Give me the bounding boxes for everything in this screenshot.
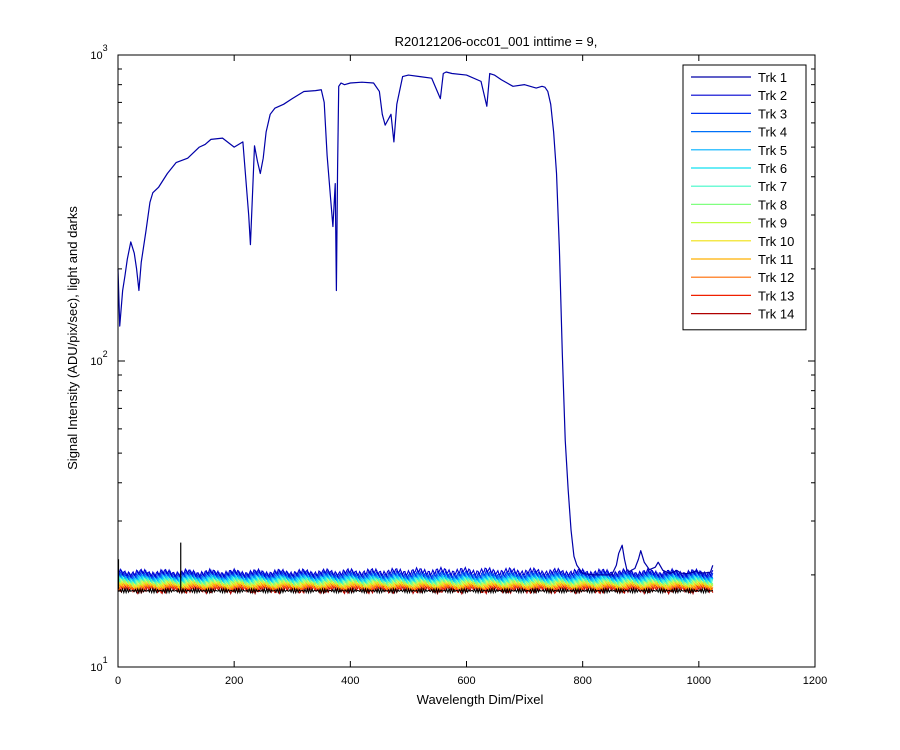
legend-label: Trk 5 (758, 143, 787, 158)
series-line-trk-11 (117, 579, 714, 591)
chart-title: R20121206-occ01_001 inttime = 9, (395, 34, 598, 49)
x-tick-label: 1000 (687, 675, 711, 687)
legend-label: Trk 4 (758, 125, 787, 140)
x-tick-label: 600 (457, 675, 475, 687)
y-tick-label: 103 (90, 43, 107, 62)
series-line-trk-1 (117, 71, 714, 576)
legend-label: Trk 6 (758, 161, 787, 176)
legend-label: Trk 14 (758, 307, 794, 322)
x-tick-label: 400 (341, 675, 359, 687)
y-tick-exponent: 2 (103, 349, 108, 359)
x-tick-label: 200 (225, 675, 243, 687)
y-tick-base: 10 (90, 50, 102, 62)
legend-label: Trk 1 (758, 70, 787, 85)
legend-label: Trk 13 (758, 288, 794, 303)
x-axis-label: Wavelength Dim/Pixel (417, 692, 544, 707)
x-tick-label: 1200 (803, 675, 827, 687)
y-tick-exponent: 3 (103, 43, 108, 53)
legend-label: Trk 11 (758, 252, 793, 267)
series-line-trk-3 (117, 568, 714, 580)
legend-label: Trk 3 (758, 106, 787, 121)
x-tick-label: 0 (115, 675, 121, 687)
series-line-trk-7 (117, 574, 714, 586)
legend-label: Trk 9 (758, 216, 787, 231)
y-axis-label: Signal Intensity (ADU/pix/sec), light an… (65, 206, 80, 470)
legend-label: Trk 7 (758, 179, 787, 194)
legend-label: Trk 2 (758, 88, 787, 103)
y-tick-label: 101 (90, 655, 107, 674)
x-tick-label: 800 (573, 675, 591, 687)
y-tick-label: 102 (90, 349, 107, 368)
legend-box (682, 64, 807, 331)
legend-label: Trk 10 (758, 234, 794, 249)
darks-floor-line (117, 587, 714, 595)
y-tick-base: 10 (90, 356, 102, 368)
legend-label: Trk 12 (758, 270, 794, 285)
y-tick-base: 10 (90, 662, 102, 674)
legend: Trk 1 Trk 2 Trk 3 Trk 4 Trk 5 Trk 6 Trk 7 Trk 8… (682, 64, 807, 331)
y-tick-exponent: 1 (103, 655, 108, 665)
plot-frame (117, 54, 816, 668)
series-layer (117, 71, 714, 596)
legend-label: Trk 8 (758, 197, 787, 212)
series-line-trk-2 (117, 566, 714, 579)
